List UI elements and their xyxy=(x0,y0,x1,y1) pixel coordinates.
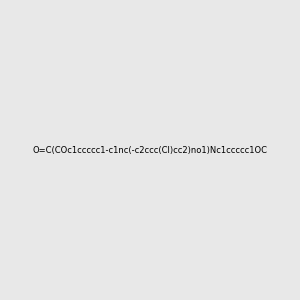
Text: O=C(COc1ccccc1-c1nc(-c2ccc(Cl)cc2)no1)Nc1ccccc1OC: O=C(COc1ccccc1-c1nc(-c2ccc(Cl)cc2)no1)Nc… xyxy=(32,146,268,154)
